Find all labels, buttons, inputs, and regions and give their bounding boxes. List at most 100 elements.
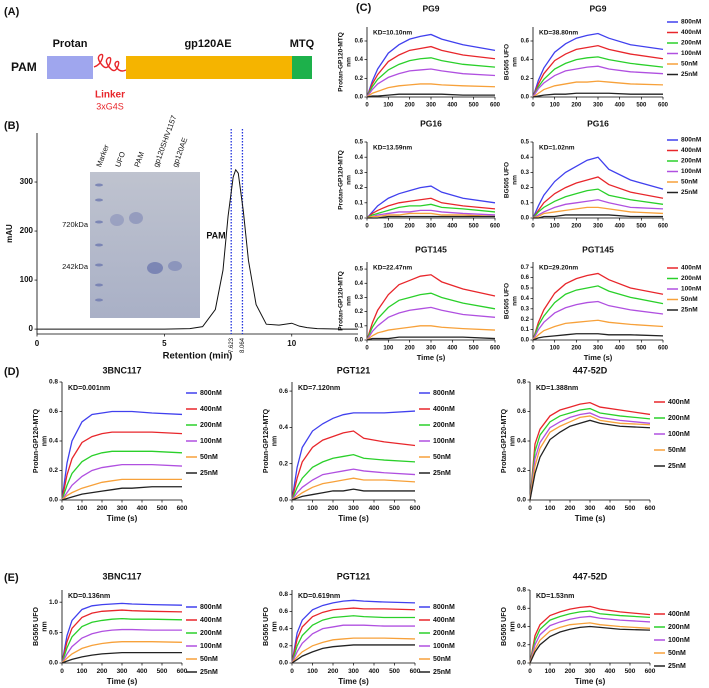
y-tick-label: 0.4 <box>521 296 530 302</box>
x-tick-label: 300 <box>426 224 437 230</box>
panel-label: (C) <box>356 2 372 14</box>
data-line <box>366 209 496 219</box>
peak-label: PAM <box>206 230 225 240</box>
y-tick-label: 0.0 <box>355 95 364 101</box>
legend-label: 100nM <box>668 431 690 438</box>
y-tick-label: 0.5 <box>355 140 364 146</box>
kd-annotation: KD=7.120nm <box>298 385 340 392</box>
x-tick-label: 400 <box>447 346 458 352</box>
y-axis-label: nm <box>509 436 516 447</box>
data-line <box>532 333 664 341</box>
y-tick-label: 0.2 <box>355 309 364 315</box>
data-line <box>529 415 651 501</box>
x-tick-label: 100 <box>77 505 88 512</box>
data-line <box>61 602 183 664</box>
y-axis-label: Protan-GP120-MTQ <box>33 408 40 473</box>
x-tick-label: 300 <box>348 505 359 512</box>
data-line <box>366 212 496 219</box>
x-tick-label: 500 <box>625 668 636 675</box>
legend-label: 25nM <box>681 189 698 196</box>
x-tick-label: 300 <box>348 668 359 675</box>
data-line <box>529 622 651 664</box>
y-tick-label: 0.5 <box>521 140 530 146</box>
data-line <box>532 272 664 341</box>
x-axis-label: Time (s) <box>584 353 613 362</box>
gel-lane-label: UFO <box>113 150 127 168</box>
data-line <box>532 206 664 219</box>
x-tick-label: 100 <box>77 668 88 675</box>
y-tick-label: 0.1 <box>355 323 364 329</box>
y-tick-label: 0.2 <box>49 467 58 474</box>
y-tick-label: 0.3 <box>521 306 530 312</box>
chart-title: PGT121 <box>337 571 371 581</box>
legend-label: 25nM <box>433 470 451 477</box>
data-line <box>532 92 663 98</box>
y-tick-label: 0.2 <box>521 76 530 82</box>
y-axis-label: nm <box>271 621 278 632</box>
data-line <box>366 292 496 341</box>
y-tick-label: 0 <box>29 324 34 333</box>
gel-inset <box>90 172 200 318</box>
x-tick-label: 0 <box>531 224 535 230</box>
gel-lane-label: gp120AE <box>170 136 189 168</box>
x-tick-label: 500 <box>389 505 400 512</box>
y-tick-label: 0.0 <box>355 216 364 222</box>
y-axis-label: nm <box>512 175 519 185</box>
x-tick-label: 200 <box>328 668 339 675</box>
y-tick-label: 0.4 <box>517 623 526 630</box>
data-line <box>366 83 496 98</box>
data-line <box>291 599 416 664</box>
x-tick-label: 0 <box>528 505 532 512</box>
data-line <box>61 410 183 501</box>
gel-bands <box>95 183 182 302</box>
data-line <box>291 430 416 501</box>
panel-label: (B) <box>4 120 20 132</box>
x-tick-label: 100 <box>383 346 394 352</box>
y-tick-label: 0.6 <box>49 408 58 415</box>
data-line <box>61 431 183 501</box>
y-tick-label: 0.0 <box>517 497 526 504</box>
construct-diagram: PAM Protan gp120AE MTQ Linker 3xG4S <box>11 38 315 111</box>
data-line <box>532 32 664 98</box>
gel-background <box>90 172 200 318</box>
x-axis-label: Time (s) <box>417 353 446 362</box>
legend-label: 400nM <box>681 265 701 272</box>
y-tick-label: 0.6 <box>517 408 526 415</box>
legend-label: 200nM <box>200 630 222 637</box>
y-tick-label: 0.6 <box>279 388 288 395</box>
x-tick-label: 400 <box>615 103 626 109</box>
data-line <box>529 401 651 501</box>
legend-label: 400nM <box>681 147 701 154</box>
y-axis-label: nm <box>271 436 278 447</box>
data-line <box>366 336 496 341</box>
y-axis-label: nm <box>346 175 353 185</box>
protan-box <box>47 56 93 79</box>
y-tick-label: 0.3 <box>521 170 530 176</box>
y-tick-label: 0.2 <box>355 76 364 82</box>
y-tick-label: 0.6 <box>355 39 364 45</box>
y-tick-label: 0.8 <box>517 587 526 594</box>
data-line <box>61 463 183 501</box>
x-tick-label: 500 <box>157 668 168 675</box>
y-axis-label: BG505 UFO <box>501 606 508 645</box>
x-tick-label: 400 <box>369 668 380 675</box>
x-axis-label: Time (s) <box>338 514 369 523</box>
legend-label: 50nM <box>433 454 451 461</box>
x-tick-label: 0 <box>365 346 369 352</box>
y-axis-label: nm <box>512 57 519 67</box>
data-line <box>61 641 183 664</box>
x-tick-label: 100 <box>545 505 556 512</box>
y-tick-label: 0.0 <box>517 660 526 667</box>
data-line <box>532 285 664 341</box>
y-tick-label: 0.2 <box>521 185 530 191</box>
panel-label: (A) <box>4 6 20 18</box>
x-tick-label: 0 <box>290 668 294 675</box>
legend-label: 50nM <box>668 650 686 657</box>
x-tick-label: 400 <box>369 505 380 512</box>
legend-label: 400nM <box>200 617 222 624</box>
y-tick-label: 0.0 <box>521 95 530 101</box>
chart-title: 447-52D <box>573 571 608 581</box>
kd-annotation: KD=0.619nm <box>298 593 340 600</box>
x-tick-label: 5 <box>162 339 167 348</box>
